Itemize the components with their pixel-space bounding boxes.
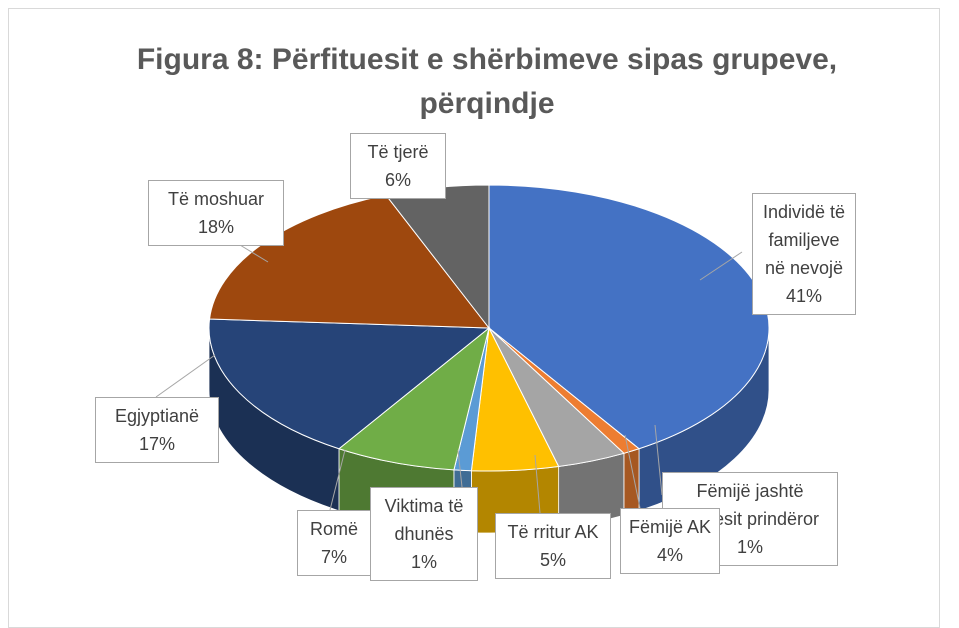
label-name: Fëmijë AK: [628, 517, 712, 537]
leader-line: [624, 434, 641, 509]
data-label: Fëmijë AK 4%: [620, 508, 720, 574]
data-label: Të rritur AK 5%: [495, 513, 611, 579]
chart-title: Figura 8: Përfituesit e shërbimeve sipas…: [136, 43, 838, 120]
label-name: Të rritur AK: [507, 522, 599, 542]
label-value: 17%: [138, 434, 176, 454]
leader-line: [534, 454, 541, 514]
label-name: Egjyptianë: [114, 406, 200, 426]
data-label: Individë të familjeve në nevojë 41%: [752, 193, 856, 315]
leader-line: [239, 244, 269, 263]
leader-line: [329, 449, 346, 511]
slice: [337, 326, 490, 471]
label-name: Individë të familjeve në nevojë: [762, 202, 846, 278]
label-value: 4%: [656, 545, 683, 565]
leader-line: [155, 354, 216, 398]
data-label: Egjyptianë 17%: [95, 397, 219, 463]
data-label: Të tjerë 6%: [350, 133, 446, 199]
data-label: Romë 7%: [297, 510, 371, 576]
label-value: 18%: [197, 217, 235, 237]
slice-side: [623, 448, 640, 516]
slice: [208, 318, 491, 450]
data-label: Viktima të dhunës 1%: [370, 487, 478, 581]
label-value: 7%: [320, 547, 347, 567]
label-value: 41%: [785, 286, 823, 306]
label-name: Viktima të dhunës: [384, 496, 464, 544]
label-value: 1%: [410, 552, 437, 572]
label-value: 1%: [736, 537, 763, 557]
leader-line: [457, 449, 463, 488]
leader-line: [654, 424, 663, 496]
label-name: Të moshuar: [167, 189, 265, 209]
leader-line: [699, 251, 743, 281]
label-name: Të tjerë: [367, 142, 429, 162]
label-value: 6%: [384, 170, 411, 190]
label-name: Romë: [309, 519, 358, 539]
label-value: 5%: [539, 550, 566, 570]
page: Figura 8: Përfituesit e shërbimeve sipas…: [8, 8, 940, 628]
data-label: Të moshuar 18%: [148, 180, 284, 246]
